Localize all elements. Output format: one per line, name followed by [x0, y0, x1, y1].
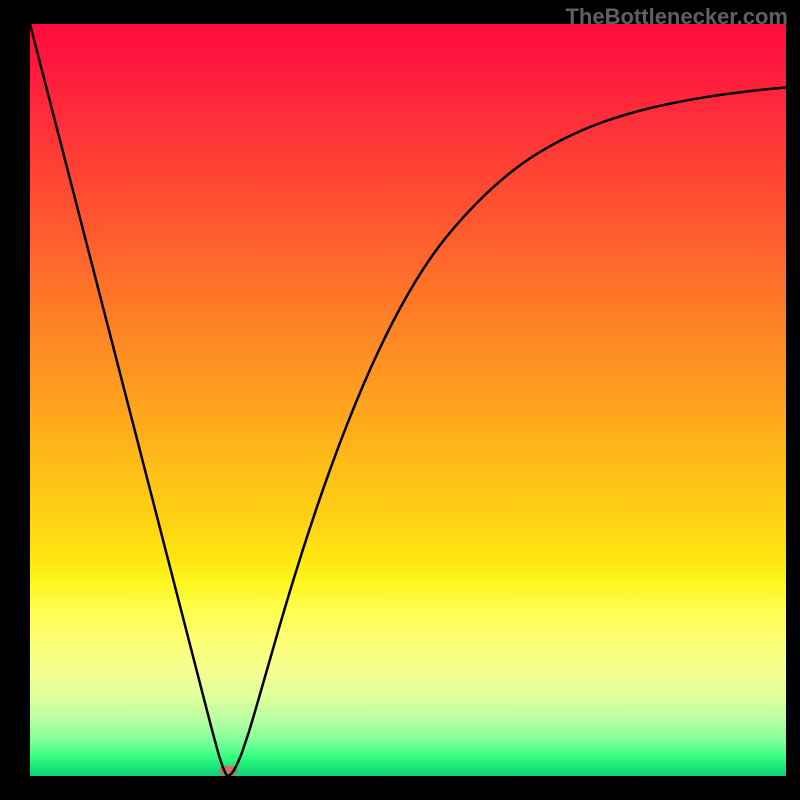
chart-frame: TheBottlenecker.com	[0, 0, 800, 800]
chart-svg	[30, 24, 786, 776]
gradient-background	[30, 24, 786, 776]
plot-area	[30, 24, 786, 776]
